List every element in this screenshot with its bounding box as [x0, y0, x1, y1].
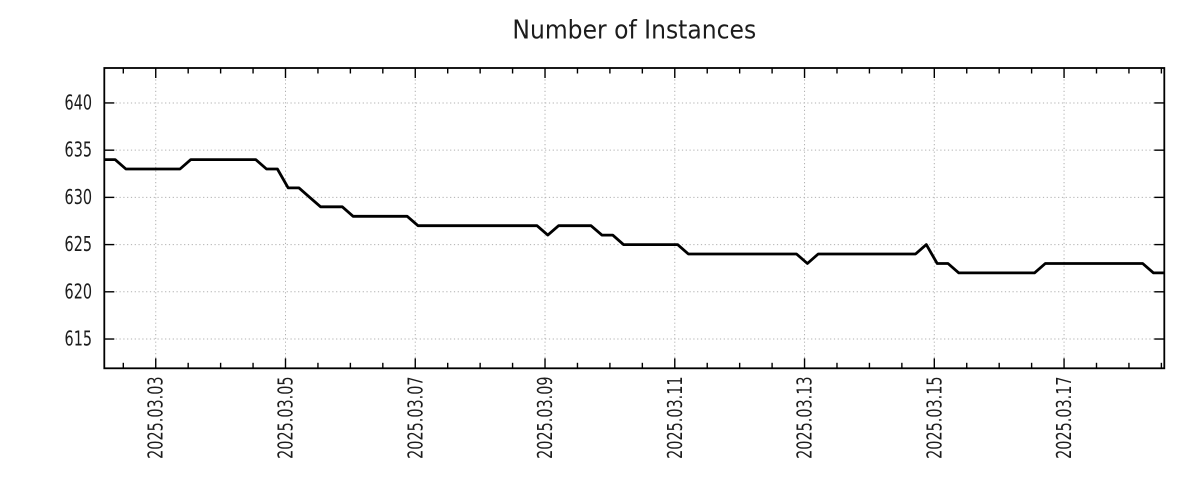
x-tick-label: 2025.03.15	[924, 377, 947, 459]
axes-frame	[103, 67, 1166, 370]
x-tick-label: 2025.03.13	[794, 377, 817, 459]
y-tick-label: 615	[65, 328, 92, 351]
x-tick-label: 2025.03.11	[665, 377, 688, 459]
y-tick-label: 620	[65, 281, 92, 304]
y-tick-label: 640	[65, 92, 92, 115]
x-tick-label: 2025.03.17	[1054, 377, 1077, 459]
x-tick-label: 2025.03.07	[405, 377, 428, 459]
series-line-instances	[104, 158, 1165, 275]
tick-layer	[104, 68, 1165, 369]
series-layer	[104, 158, 1165, 275]
y-tick-label: 635	[65, 139, 92, 162]
y-tick-label: 625	[65, 234, 92, 257]
x-tick-label: 2025.03.05	[275, 377, 298, 459]
tick-label-layer: 615 620 625 630 635 640 2025.03.03 2025.03.05 20…	[65, 92, 1077, 459]
plot-border	[103, 67, 1166, 370]
chart-title: Number of Instances	[512, 15, 756, 45]
x-tick-label: 2025.03.09	[535, 377, 558, 459]
y-tick-label: 630	[65, 187, 92, 210]
x-tick-label: 2025.03.03	[145, 377, 168, 459]
grid-layer	[104, 68, 1165, 369]
